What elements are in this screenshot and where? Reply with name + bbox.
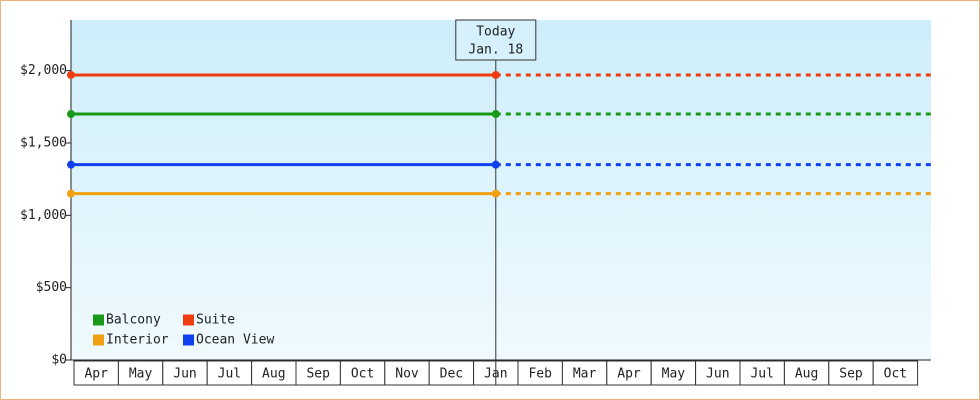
today-date: Jan. 18 bbox=[468, 43, 523, 58]
x-tick-label: Jul bbox=[750, 367, 773, 382]
today-box bbox=[455, 19, 537, 61]
legend-swatch bbox=[183, 314, 194, 326]
x-cell bbox=[739, 360, 785, 386]
legend-label: Ocean View bbox=[196, 333, 274, 348]
x-cell bbox=[73, 360, 119, 386]
x-tick-label: Aug bbox=[262, 367, 285, 382]
x-cell bbox=[251, 360, 297, 386]
series-point bbox=[491, 110, 500, 119]
legend-label: Suite bbox=[196, 313, 235, 328]
series-point bbox=[67, 70, 75, 79]
x-tick-label: Oct bbox=[884, 367, 907, 382]
x-cell bbox=[117, 360, 164, 386]
x-tick-label: May bbox=[129, 367, 153, 382]
plot-area bbox=[71, 20, 931, 360]
legend-label: Balcony bbox=[106, 313, 161, 328]
x-tick-label: Sep bbox=[839, 367, 863, 382]
legend-swatch bbox=[93, 334, 104, 346]
x-tick-label: Jun bbox=[173, 367, 196, 382]
x-tick-label: Feb bbox=[528, 367, 552, 382]
x-tick-label: Apr bbox=[84, 367, 108, 382]
x-cell bbox=[872, 360, 919, 386]
x-tick-label: Oct bbox=[351, 367, 374, 382]
series-point bbox=[491, 70, 500, 79]
x-tick-label: Jun bbox=[706, 367, 729, 382]
x-tick-label: Aug bbox=[795, 367, 818, 382]
x-cell bbox=[517, 360, 563, 386]
x-tick-label: Dec bbox=[440, 367, 463, 382]
series-point bbox=[67, 110, 75, 119]
y-tick-label: $500 bbox=[36, 280, 67, 295]
y-tick-label: $1,000 bbox=[20, 208, 67, 223]
legend-swatch bbox=[93, 314, 104, 326]
legend-swatch bbox=[183, 334, 194, 346]
x-tick-label: Apr bbox=[617, 367, 641, 382]
x-cell bbox=[650, 360, 697, 386]
y-tick-label: $0 bbox=[51, 353, 67, 368]
x-tick-label: Mar bbox=[573, 367, 597, 382]
x-tick-label: May bbox=[662, 367, 686, 382]
x-cell bbox=[783, 360, 830, 386]
series-point bbox=[491, 189, 500, 198]
x-tick-label: Nov bbox=[395, 367, 419, 382]
x-cell bbox=[828, 360, 874, 386]
x-cell bbox=[606, 360, 652, 386]
today-label: Today bbox=[476, 25, 515, 40]
x-cell bbox=[384, 360, 430, 386]
legend-label: Interior bbox=[106, 333, 169, 348]
series-point bbox=[67, 189, 75, 198]
x-cell bbox=[206, 360, 253, 386]
x-tick-label: Sep bbox=[306, 367, 330, 382]
y-tick-label: $2,000 bbox=[20, 63, 67, 78]
series-point bbox=[67, 160, 75, 169]
x-cell bbox=[162, 360, 208, 386]
series-point bbox=[491, 160, 500, 169]
x-tick-label: Jul bbox=[218, 367, 241, 382]
y-tick-label: $1,500 bbox=[20, 135, 67, 150]
